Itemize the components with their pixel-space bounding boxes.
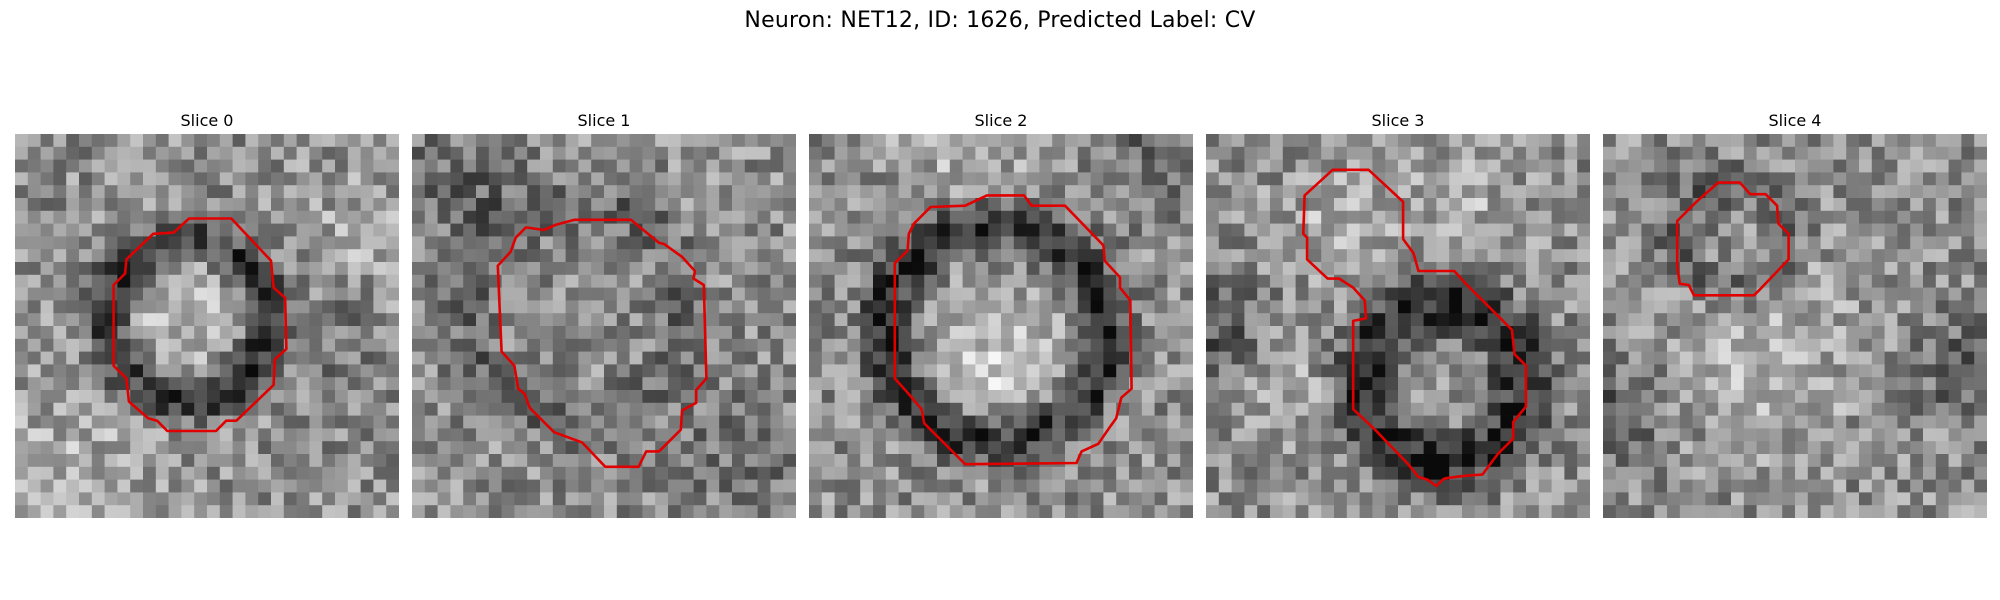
grayscale-texture	[1603, 134, 1987, 518]
panel-slice-1: Slice 1	[412, 110, 796, 518]
grayscale-texture	[15, 134, 399, 518]
slice-image	[809, 134, 1193, 518]
slice-image	[1206, 134, 1590, 518]
grayscale-texture	[1206, 134, 1590, 518]
segmentation-contour	[1675, 181, 1790, 297]
figure-title: Neuron: NET12, ID: 1626, Predicted Label…	[744, 8, 1256, 33]
slice-image	[412, 134, 796, 518]
panel-title: Slice 1	[577, 111, 631, 130]
panel-slice-4: Slice 4	[1603, 110, 1987, 518]
grayscale-texture	[412, 134, 796, 518]
segmentation-contour	[893, 194, 1133, 466]
segmentation-contour	[496, 218, 708, 469]
panel-slice-3: Slice 3	[1206, 110, 1590, 518]
segmentation-contour	[112, 217, 288, 433]
slice-image	[1603, 134, 1987, 518]
panel-slice-0: Slice 0	[15, 110, 399, 518]
panel-title: Slice 0	[180, 111, 234, 130]
panel-title: Slice 2	[974, 111, 1028, 130]
slice-image	[15, 134, 399, 518]
panel-title: Slice 4	[1768, 111, 1822, 130]
grayscale-texture	[809, 134, 1193, 518]
panel-slice-2: Slice 2	[809, 110, 1193, 518]
panel-title: Slice 3	[1371, 111, 1425, 130]
segmentation-contour	[1302, 168, 1528, 488]
